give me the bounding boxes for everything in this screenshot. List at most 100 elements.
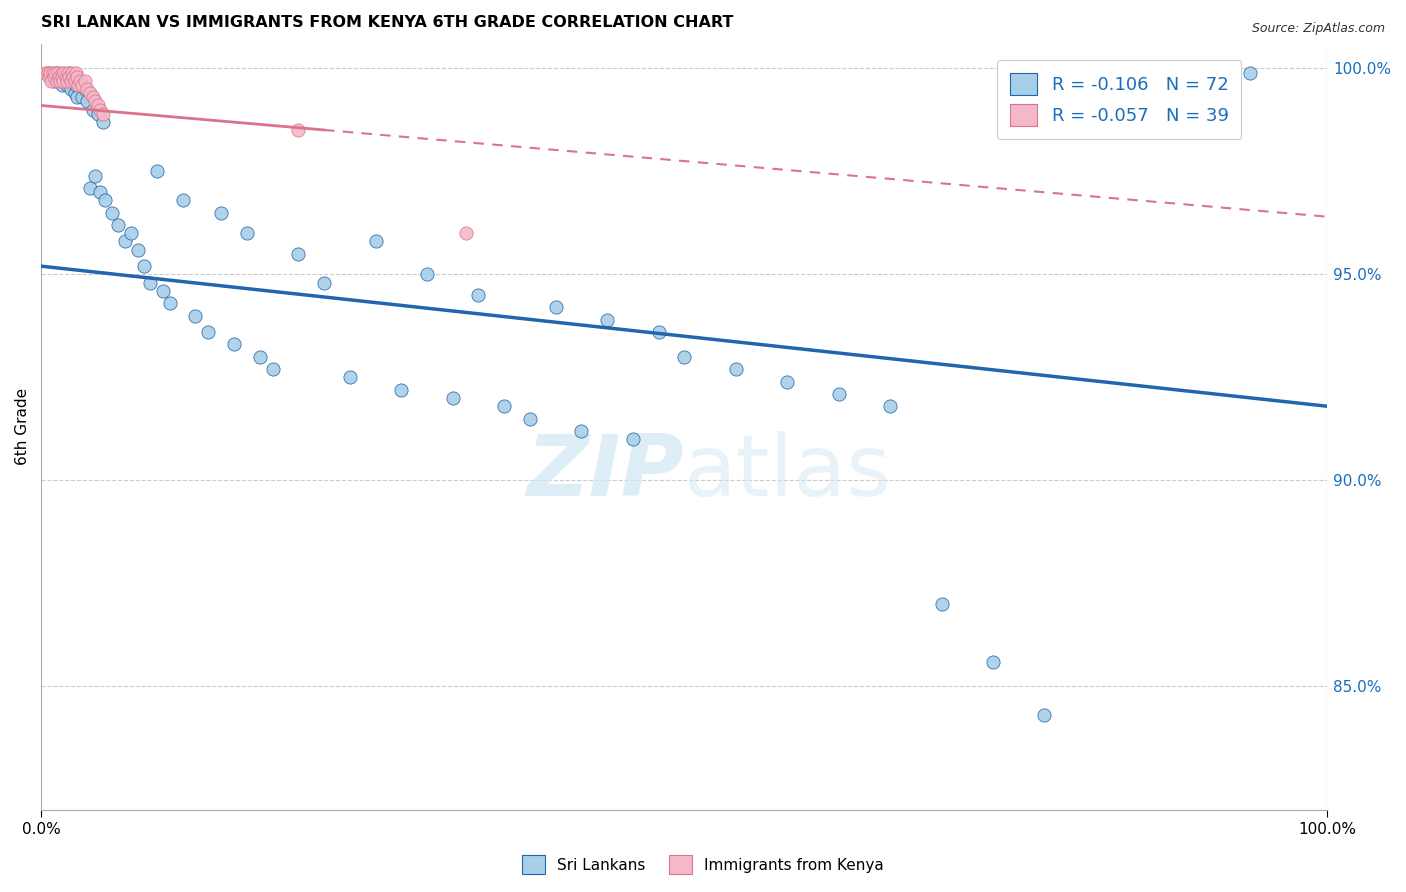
Point <box>52 74 75 88</box>
Point <box>51 78 73 92</box>
Point <box>42 70 65 84</box>
Point <box>55 70 77 84</box>
Point <box>65 78 87 92</box>
Text: ZIP: ZIP <box>527 432 685 515</box>
Point <box>569 424 592 438</box>
Point <box>287 247 309 261</box>
Point <box>41 65 63 79</box>
Point <box>69 74 91 88</box>
Legend: Sri Lankans, Immigrants from Kenya: Sri Lankans, Immigrants from Kenya <box>516 849 890 880</box>
Point <box>82 103 104 117</box>
Point <box>76 82 98 96</box>
Point <box>146 164 169 178</box>
Point <box>931 597 953 611</box>
Point <box>84 169 107 183</box>
Point <box>46 74 69 88</box>
Point <box>51 70 73 84</box>
Point <box>114 235 136 249</box>
Point <box>63 74 86 88</box>
Point <box>139 276 162 290</box>
Point <box>209 205 232 219</box>
Point <box>249 350 271 364</box>
Point <box>197 325 219 339</box>
Point <box>1136 65 1159 79</box>
Point <box>454 226 477 240</box>
Point <box>91 106 114 120</box>
Point <box>45 74 67 88</box>
Y-axis label: 6th Grade: 6th Grade <box>15 388 30 466</box>
Point <box>879 399 901 413</box>
Point <box>120 226 142 240</box>
Point <box>58 70 80 84</box>
Point <box>49 74 72 88</box>
Point <box>1033 708 1056 723</box>
Point <box>1084 65 1107 79</box>
Point <box>76 95 98 109</box>
Point <box>59 74 82 88</box>
Point <box>46 65 69 79</box>
Point <box>494 399 516 413</box>
Point <box>94 193 117 207</box>
Point <box>339 370 361 384</box>
Point <box>56 78 79 92</box>
Point <box>41 70 63 84</box>
Point <box>72 90 94 104</box>
Point <box>1239 65 1261 79</box>
Point <box>222 337 245 351</box>
Point <box>44 65 66 79</box>
Point <box>62 70 84 84</box>
Point <box>596 312 619 326</box>
Point <box>67 78 90 92</box>
Text: SRI LANKAN VS IMMIGRANTS FROM KENYA 6TH GRADE CORRELATION CHART: SRI LANKAN VS IMMIGRANTS FROM KENYA 6TH … <box>41 15 734 30</box>
Point <box>48 70 70 84</box>
Point <box>107 218 129 232</box>
Point <box>132 259 155 273</box>
Point <box>184 309 207 323</box>
Point <box>724 362 747 376</box>
Point <box>58 65 80 79</box>
Point <box>89 103 111 117</box>
Point <box>60 65 83 79</box>
Point <box>101 205 124 219</box>
Point <box>981 655 1004 669</box>
Point <box>389 383 412 397</box>
Point <box>91 115 114 129</box>
Point <box>66 90 89 104</box>
Point <box>39 65 62 79</box>
Point <box>51 65 73 79</box>
Point <box>63 86 86 100</box>
Point <box>287 123 309 137</box>
Point <box>65 65 87 79</box>
Point <box>72 78 94 92</box>
Point <box>38 70 60 84</box>
Point <box>86 106 108 120</box>
Point <box>776 375 799 389</box>
Point <box>34 65 56 79</box>
Point <box>673 350 696 364</box>
Point <box>172 193 194 207</box>
Point <box>79 181 101 195</box>
Point <box>53 74 76 88</box>
Text: Source: ZipAtlas.com: Source: ZipAtlas.com <box>1251 22 1385 36</box>
Point <box>441 391 464 405</box>
Point <box>49 70 72 84</box>
Point <box>621 432 644 446</box>
Point <box>416 268 439 282</box>
Point <box>519 411 541 425</box>
Point <box>56 74 79 88</box>
Point <box>45 65 67 79</box>
Point <box>84 95 107 109</box>
Point <box>152 284 174 298</box>
Point <box>59 82 82 96</box>
Point <box>467 288 489 302</box>
Point <box>82 90 104 104</box>
Point <box>86 98 108 112</box>
Point <box>262 362 284 376</box>
Point <box>52 70 75 84</box>
Point <box>73 74 96 88</box>
Point <box>37 65 59 79</box>
Point <box>79 86 101 100</box>
Point <box>647 325 669 339</box>
Point <box>56 65 79 79</box>
Point <box>69 74 91 88</box>
